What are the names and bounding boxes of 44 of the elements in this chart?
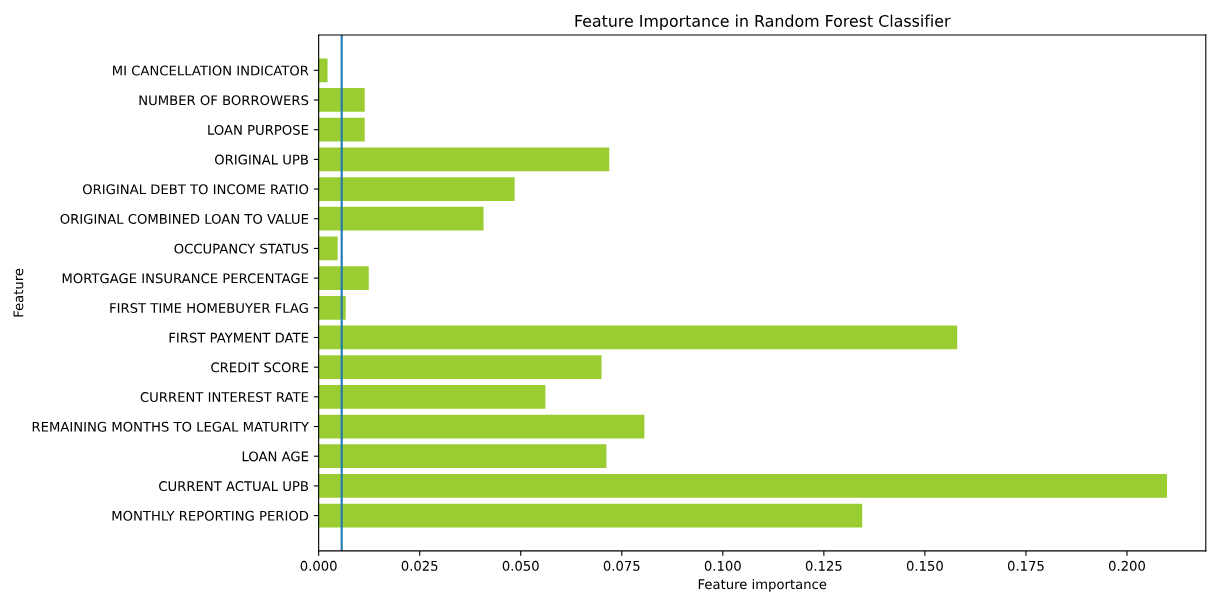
y-tick-label: MORTGAGE INSURANCE PERCENTAGE	[62, 273, 309, 284]
x-tick-label: 0.100	[704, 560, 741, 571]
bar	[318, 266, 369, 290]
y-tick-label: ORIGINAL DEBT TO INCOME RATIO	[82, 184, 309, 195]
y-tick-label: CURRENT ACTUAL UPB	[159, 481, 308, 492]
y-tick-label: NUMBER OF BORROWERS	[139, 95, 309, 106]
y-tick-label: MI CANCELLATION INDICATOR	[113, 65, 309, 76]
bar	[318, 474, 1167, 498]
x-tick-label: 0.075	[603, 560, 640, 571]
x-axis-title: Feature importance	[698, 578, 827, 592]
y-tick-label: LOAN AGE	[242, 451, 309, 462]
bar	[318, 58, 328, 83]
x-tick-label: 0.200	[1108, 560, 1145, 571]
bar	[318, 355, 602, 380]
bar	[318, 236, 338, 261]
x-tick-label: 0.150	[906, 560, 943, 571]
bar	[318, 88, 365, 112]
y-tick-label: FIRST PAYMENT DATE	[169, 332, 309, 343]
y-tick-label: OCCUPANCY STATUS	[174, 243, 309, 254]
x-tick-label: 0.025	[401, 560, 438, 571]
x-tick-label: 0.050	[502, 560, 539, 571]
bar	[318, 503, 863, 528]
bar	[318, 384, 546, 409]
bar	[318, 295, 346, 320]
x-tick-label: 0.000	[300, 560, 337, 571]
bar	[318, 206, 484, 231]
y-axis-title: Feature	[13, 268, 24, 317]
x-tick-label: 0.175	[1007, 560, 1044, 571]
y-tick-label: REMAINING MONTHS TO LEGAL MATURITY	[32, 421, 309, 432]
bar	[318, 117, 365, 142]
chart-title: Feature Importance in Random Forest Classifier	[575, 14, 951, 30]
y-tick-label: ORIGINAL COMBINED LOAN TO VALUE	[60, 213, 309, 224]
bar	[318, 444, 607, 469]
x-tick-label: 0.125	[805, 560, 842, 571]
y-tick-label: CREDIT SCORE	[211, 362, 309, 373]
y-tick-label: MONTHLY REPORTING PERIOD	[112, 510, 309, 521]
y-tick-label: LOAN PURPOSE	[208, 124, 309, 135]
bar	[318, 147, 610, 172]
y-tick-label: CURRENT INTEREST RATE	[140, 392, 309, 403]
bar	[318, 414, 645, 439]
y-tick-label: FIRST TIME HOMEBUYER FLAG	[110, 303, 308, 313]
y-tick-label: ORIGINAL UPB	[215, 154, 308, 165]
bar	[318, 325, 958, 350]
bar	[318, 177, 515, 201]
